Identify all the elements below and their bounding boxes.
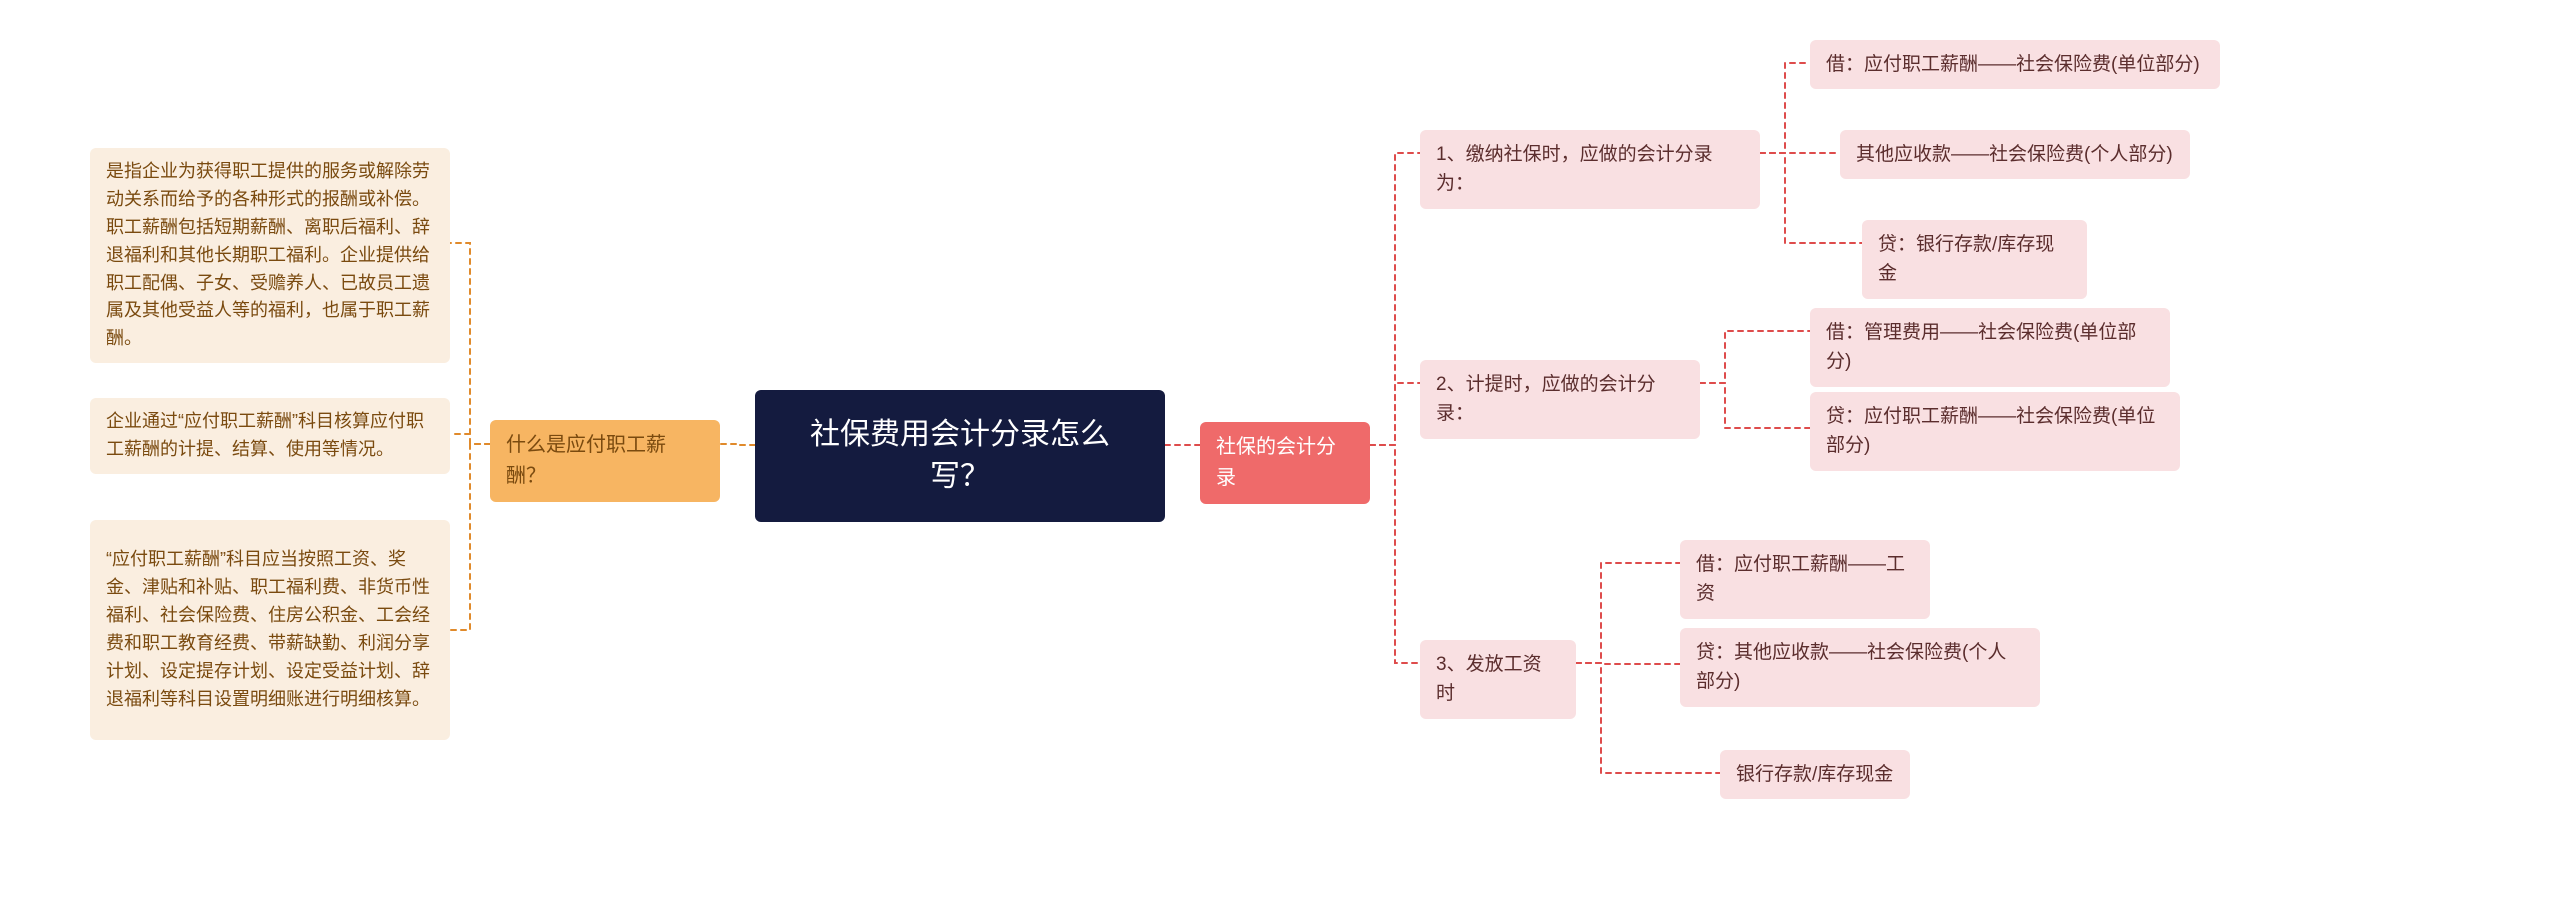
left-detail-1: 企业通过“应付职工薪酬”科目核算应付职工薪酬的计提、结算、使用等情况。 <box>90 398 450 474</box>
right-leaf-2b: 贷：应付职工薪酬——社会保险费(单位部分) <box>1810 392 2180 471</box>
right-leaf-3c: 银行存款/库存现金 <box>1720 750 1910 799</box>
left-detail-0: 是指企业为获得职工提供的服务或解除劳动关系而给予的各种形式的报酬或补偿。职工薪酬… <box>90 148 450 363</box>
right-branch-title: 社保的会计分录 <box>1200 422 1370 504</box>
right-leaf-3a: 借：应付职工薪酬——工资 <box>1680 540 1930 619</box>
right-group-3: 3、发放工资时 <box>1420 640 1576 719</box>
right-leaf-1c: 贷：银行存款/库存现金 <box>1862 220 2087 299</box>
right-group-1: 1、缴纳社保时，应做的会计分录为： <box>1420 130 1760 209</box>
mindmap-root: 社保费用会计分录怎么写？ <box>755 390 1165 522</box>
left-detail-2: “应付职工薪酬”科目应当按照工资、奖金、津贴和补贴、职工福利费、非货币性福利、社… <box>90 520 450 740</box>
right-leaf-2a: 借：管理费用——社会保险费(单位部分) <box>1810 308 2170 387</box>
right-leaf-3b: 贷：其他应收款——社会保险费(个人部分) <box>1680 628 2040 707</box>
right-leaf-1a: 借：应付职工薪酬——社会保险费(单位部分) <box>1810 40 2220 89</box>
right-group-2: 2、计提时，应做的会计分录： <box>1420 360 1700 439</box>
right-leaf-1b: 其他应收款——社会保险费(个人部分) <box>1840 130 2190 179</box>
left-branch-title: 什么是应付职工薪酬？ <box>490 420 720 502</box>
